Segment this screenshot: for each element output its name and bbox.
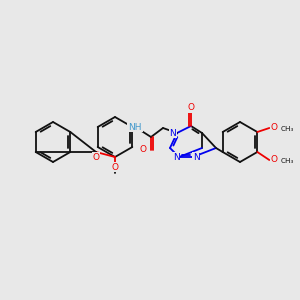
Text: NH: NH [128,122,142,131]
Text: N: N [172,152,179,161]
Text: CH₃: CH₃ [280,126,294,132]
Text: O: O [271,124,278,133]
Text: CH₃: CH₃ [280,158,294,164]
Text: O: O [271,155,278,164]
Text: O: O [112,163,118,172]
Text: N: N [169,128,176,137]
Text: O: O [92,152,100,161]
Text: N: N [193,152,200,161]
Text: O: O [140,146,146,154]
Text: O: O [188,103,194,112]
